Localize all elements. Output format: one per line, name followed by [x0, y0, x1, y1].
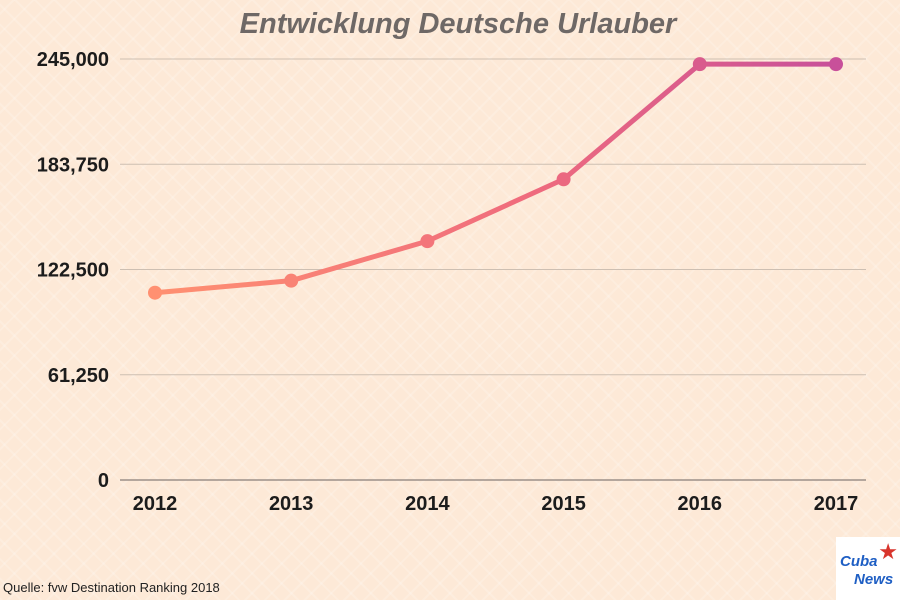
- x-tick-label: 2013: [269, 493, 314, 515]
- series-line: [152, 61, 839, 296]
- x-axis-ticks: 2012 2013 2014 2015 2016 2017: [133, 493, 859, 515]
- y-tick-label: 245,000: [37, 49, 109, 71]
- y-tick-label: 0: [98, 470, 109, 492]
- y-tick-label: 61,250: [48, 365, 109, 387]
- data-point: [829, 57, 843, 72]
- series-path: [152, 61, 839, 296]
- data-point: [284, 273, 299, 288]
- data-point: [692, 57, 707, 72]
- y-tick-label: 183,750: [37, 154, 109, 176]
- x-tick-label: 2015: [541, 493, 586, 515]
- chart-title: Entwicklung Deutsche Urlauber: [239, 8, 677, 40]
- x-tick-label: 2017: [814, 493, 859, 515]
- series-points: [148, 57, 843, 300]
- logo-text-line1: Cuba: [840, 553, 878, 570]
- y-tick-label: 122,500: [37, 260, 109, 282]
- x-tick-label: 2012: [133, 493, 178, 515]
- data-point: [556, 172, 571, 187]
- x-tick-label: 2016: [678, 493, 723, 515]
- data-point: [420, 234, 435, 249]
- source-note: Quelle: fvw Destination Ranking 2018: [3, 580, 220, 595]
- gridlines: [120, 58, 866, 481]
- data-point: [148, 285, 162, 300]
- x-tick-label: 2014: [405, 493, 450, 515]
- star-icon: ★: [878, 539, 898, 564]
- cuba-news-logo: ★ Cuba News: [836, 537, 900, 600]
- y-axis-ticks: 0 61,250 122,500 183,750 245,000: [37, 49, 109, 492]
- logo-text-line2: News: [854, 571, 894, 588]
